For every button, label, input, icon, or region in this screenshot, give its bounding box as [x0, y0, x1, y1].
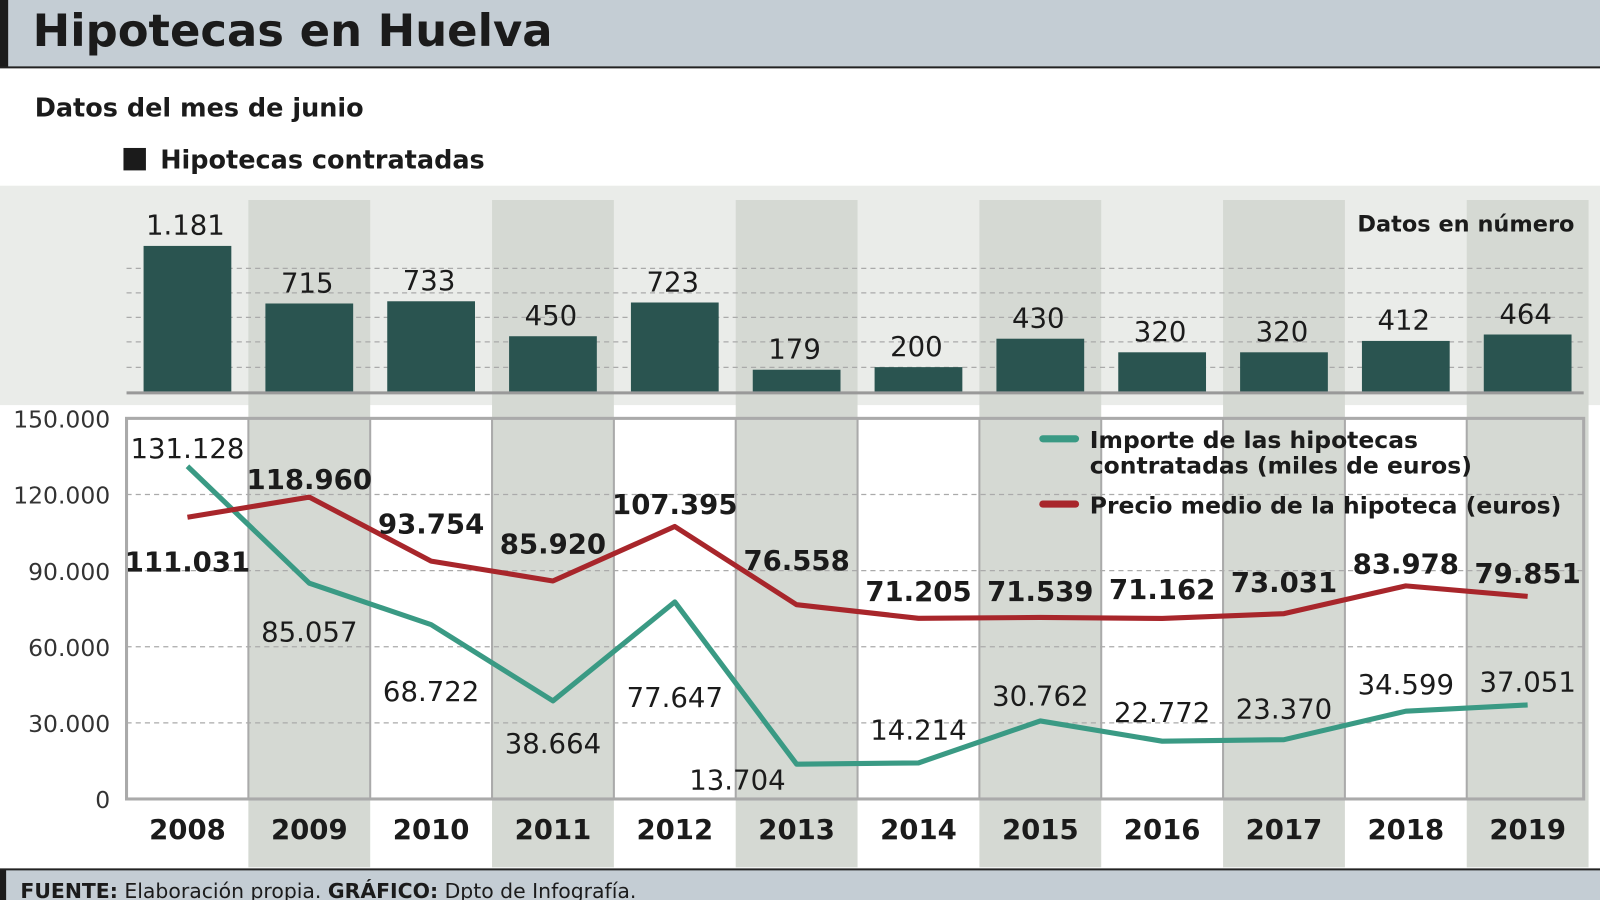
bar-value-label: 320	[1134, 316, 1187, 348]
x-tick-label: 2016	[1124, 814, 1201, 846]
x-tick-label: 2013	[758, 814, 835, 846]
x-tick-label: 2018	[1367, 814, 1444, 846]
line-value-label: 22.772	[1114, 697, 1210, 729]
line-value-label: 23.370	[1236, 693, 1332, 725]
bar-2008	[143, 245, 232, 392]
line-precio-medio	[187, 494, 1528, 621]
x-tick-label: 2008	[149, 814, 226, 846]
line-value-label: 93.754	[378, 509, 484, 541]
line-value-label: 85.920	[500, 528, 606, 560]
line-value-label: 38.664	[505, 728, 601, 760]
line-value-label: 85.057	[261, 616, 357, 648]
column-shade	[248, 200, 371, 868]
line-value-label: 71.205	[865, 576, 971, 608]
x-tick-label: 2015	[1002, 814, 1079, 846]
line-value-label: 71.539	[987, 576, 1093, 608]
line-value-label: 77.647	[627, 682, 723, 714]
bar-value-label: 320	[1256, 316, 1309, 348]
footer-accent-bar	[0, 869, 7, 900]
line-value-label: 34.599	[1358, 669, 1454, 701]
header-accent-bar	[0, 0, 9, 68]
line-value-label: 76.558	[743, 545, 849, 577]
bar-2012	[630, 302, 719, 392]
x-tick-label: 2009	[271, 814, 348, 846]
bar-value-label: 723	[646, 266, 699, 298]
page-title: Hipotecas en Huelva	[33, 4, 553, 57]
bar-value-label: 464	[1499, 298, 1552, 330]
bar-value-label: 715	[281, 267, 334, 299]
line-value-label: 30.762	[992, 681, 1088, 713]
source-label: FUENTE:	[20, 879, 117, 900]
bar-legend-label: Hipotecas contratadas	[160, 145, 485, 175]
column-shade	[492, 200, 614, 868]
footer-credits: FUENTE: Elaboración propia. GRÁFICO: Dpt…	[20, 878, 636, 900]
y-tick-label: 30.000	[28, 710, 110, 738]
bar-2009	[265, 303, 354, 392]
line-value-label: 68.722	[383, 676, 479, 708]
bar-2017	[1240, 352, 1328, 392]
y-tick-label: 90.000	[28, 558, 110, 586]
bar-2011	[509, 336, 597, 392]
line-value-label: 107.395	[612, 489, 737, 521]
bar-value-label: 430	[1012, 302, 1065, 334]
bar-2013	[752, 369, 841, 392]
bar-units-note: Datos en número	[1357, 212, 1574, 238]
line-value-label: 14.214	[870, 714, 966, 746]
bar-value-label: 179	[768, 333, 821, 365]
line-value-label: 131.128	[130, 433, 244, 465]
line-value-label: 37.051	[1479, 667, 1575, 699]
y-tick-label: 120.000	[13, 482, 110, 510]
legend-label-precio: Precio medio de la hipoteca (euros)	[1090, 491, 1562, 519]
x-tick-label: 2017	[1246, 814, 1323, 846]
bar-2018	[1361, 340, 1450, 392]
line-value-label: 118.960	[247, 464, 372, 496]
bar-value-label: 450	[525, 300, 578, 332]
bar-legend-swatch	[123, 147, 146, 171]
y-tick-label: 150.000	[13, 406, 110, 434]
legend-label-importe-1: Importe de las hipotecas	[1090, 426, 1418, 454]
column-shade	[1466, 200, 1589, 868]
column-shade	[735, 200, 858, 868]
y-tick-label: 60.000	[28, 634, 110, 662]
bar-value-label: 200	[890, 331, 943, 363]
bar-2015	[996, 338, 1085, 392]
bar-2019	[1483, 334, 1572, 392]
header-band	[0, 0, 1600, 68]
graphic-label: GRÁFICO:	[328, 878, 438, 900]
bar-2014	[874, 367, 963, 392]
line-importe	[185, 464, 1528, 767]
footer-band	[0, 869, 1600, 900]
column-shade	[979, 200, 1102, 868]
line-value-label: 71.162	[1109, 574, 1215, 606]
bar-2016	[1118, 352, 1207, 392]
x-tick-label: 2014	[880, 814, 957, 846]
line-value-label: 111.031	[125, 546, 250, 578]
legend-label-importe-2: contratadas (miles de euros)	[1090, 451, 1472, 479]
bar-2010	[387, 301, 475, 392]
graphic-text: Dpto de Infografía.	[445, 879, 637, 900]
line-value-label: 79.851	[1474, 558, 1580, 590]
x-tick-label: 2019	[1489, 814, 1566, 846]
bar-value-label: 412	[1377, 305, 1430, 337]
x-tick-label: 2012	[636, 814, 713, 846]
x-tick-label: 2011	[515, 814, 592, 846]
bar-value-label: 733	[403, 265, 456, 297]
x-tick-label: 2010	[393, 814, 470, 846]
y-tick-label: 0	[95, 786, 110, 814]
line-plot-frame	[125, 416, 1586, 801]
bar-value-label: 1.181	[146, 210, 225, 242]
column-shade	[1223, 200, 1345, 868]
line-value-label: 83.978	[1353, 549, 1459, 581]
source-text: Elaboración propia.	[124, 879, 321, 900]
line-value-label: 73.031	[1231, 567, 1337, 599]
subtitle: Datos del mes de junio	[35, 93, 364, 123]
line-value-label: 13.704	[689, 765, 785, 797]
